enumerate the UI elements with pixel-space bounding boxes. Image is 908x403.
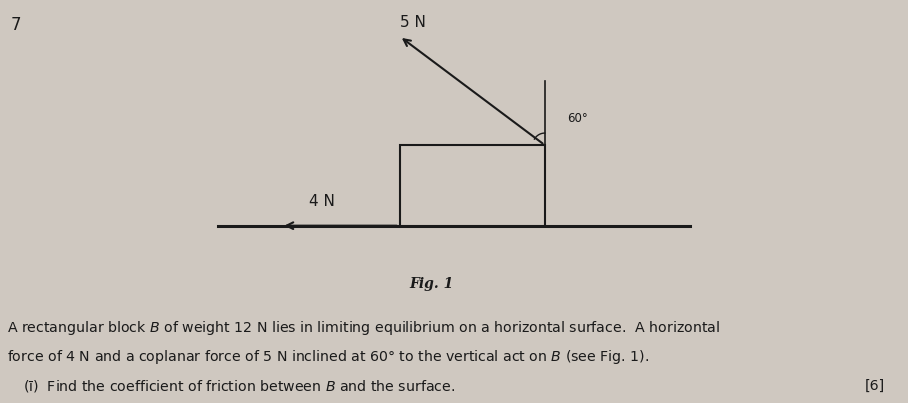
Text: Fig. 1: Fig. 1 [410, 277, 453, 291]
Text: 60°: 60° [568, 112, 588, 125]
Text: force of 4 N and a coplanar force of 5 N inclined at 60° to the vertical act on : force of 4 N and a coplanar force of 5 N… [7, 348, 649, 366]
Text: [6]: [6] [865, 379, 885, 393]
Bar [400, 145, 545, 226]
Text: 4 N: 4 N [310, 194, 335, 209]
Text: A rectangular block $B$ of weight 12 N lies in limiting equilibrium on a horizon: A rectangular block $B$ of weight 12 N l… [7, 320, 720, 337]
Text: 7: 7 [11, 16, 22, 34]
Text: (ī)  Find the coefficient of friction between $B$ and the surface.: (ī) Find the coefficient of friction bet… [23, 378, 455, 394]
Text: 5 N: 5 N [400, 15, 426, 30]
